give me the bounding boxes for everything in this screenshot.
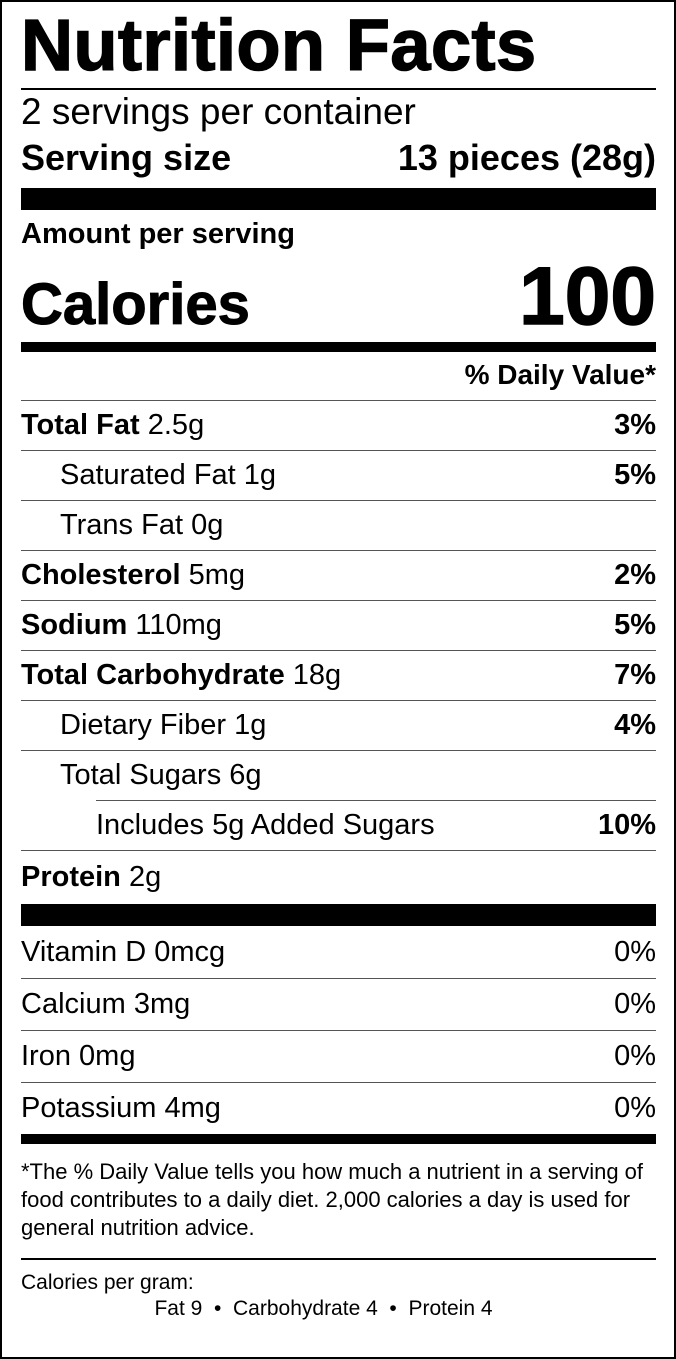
vitamin-amount: 4mg xyxy=(164,1092,221,1124)
nutrient-amount: 2.5g xyxy=(147,409,205,441)
nutrient-name: Total Fat xyxy=(21,409,140,441)
vitamin-name: Vitamin D xyxy=(21,935,147,968)
nutrient-amount: 5mg xyxy=(188,559,246,591)
calories-label: Calories xyxy=(21,272,251,337)
nutrient-dv: 2% xyxy=(614,559,656,591)
vitamins-section: Vitamin D 0mcg 0% Calcium 3mg 0% Iron 0m… xyxy=(21,926,656,1134)
nutrient-dv: 7% xyxy=(614,659,656,691)
nutrient-row-sodium: Sodium 110mg 5% xyxy=(21,600,656,650)
nutrient-amount: 2g xyxy=(128,861,162,893)
servings-per-container: 2 servings per container xyxy=(21,91,416,132)
calories-per-gram-label: Calories per gram: xyxy=(21,1271,194,1294)
nutrient-row-dietary-fiber: Dietary Fiber 1g 4% xyxy=(21,700,656,750)
nutrient-name: Dietary Fiber xyxy=(60,709,226,741)
nutrient-name: Sodium xyxy=(21,609,128,641)
vitamin-amount: 3mg xyxy=(133,988,191,1020)
nutrient-name: Includes 5g Added Sugars xyxy=(96,809,435,841)
daily-value-footnote: *The % Daily Value tells you how much a … xyxy=(21,1159,644,1240)
calories-per-gram-values: Fat 9 • Carbohydrate 4 • Protein 4 xyxy=(154,1297,493,1320)
vitamin-row-iron: Iron 0mg 0% xyxy=(21,1030,656,1082)
nutrient-name: Total Sugars xyxy=(60,759,222,791)
vitamin-row-potassium: Potassium 4mg 0% xyxy=(21,1082,656,1134)
nutrient-amount: 18g xyxy=(292,659,342,691)
nutrient-row-protein: Protein 2g xyxy=(21,850,656,904)
nutrient-name: Total Carbohydrate xyxy=(21,659,285,691)
nutrient-amount: 1g xyxy=(243,459,277,491)
nutrient-name: Saturated Fat xyxy=(60,459,236,491)
nutrient-row-total-fat: Total Fat 2.5g 3% xyxy=(21,400,656,450)
divider xyxy=(21,88,656,90)
nutrient-name: Trans Fat xyxy=(60,509,184,541)
medium-divider xyxy=(21,1134,656,1144)
nutrient-row-cholesterol: Cholesterol 5mg 2% xyxy=(21,550,656,600)
vitamin-row-calcium: Calcium 3mg 0% xyxy=(21,978,656,1030)
nutrient-amount: 6g xyxy=(229,759,262,791)
vitamin-row-vitamin-d: Vitamin D 0mcg 0% xyxy=(21,926,656,978)
vitamin-amount: 0mcg xyxy=(154,935,226,968)
nutrient-amount: 1g xyxy=(234,709,267,741)
nutrient-name: Cholesterol xyxy=(21,559,181,591)
vitamin-dv: 0% xyxy=(614,935,656,968)
nutrient-dv: 5% xyxy=(614,459,656,491)
vitamin-name: Iron xyxy=(21,1040,71,1072)
nutrient-row-trans-fat: Trans Fat 0g xyxy=(21,500,656,550)
vitamin-name: Calcium xyxy=(21,988,126,1020)
nutrient-dv: 4% xyxy=(614,709,656,741)
nutrient-row-added-sugars: Includes 5g Added Sugars 10% xyxy=(96,800,656,850)
nutrient-dv: 3% xyxy=(614,409,656,441)
divider xyxy=(21,1258,656,1260)
nutrient-dv: 5% xyxy=(614,609,656,641)
daily-value-header: % Daily Value* xyxy=(464,359,656,390)
medium-divider xyxy=(21,342,656,352)
thick-divider xyxy=(21,188,656,210)
serving-size: Serving size 13 pieces (28g) xyxy=(21,136,656,188)
calories-value: 100 xyxy=(518,251,656,342)
nutrient-row-saturated-fat: Saturated Fat 1g 5% xyxy=(21,450,656,500)
nutrient-row-total-sugars: Total Sugars 6g xyxy=(21,750,656,800)
calories-row: Calories 100 xyxy=(21,250,657,342)
nutrient-dv: 10% xyxy=(597,809,656,841)
nutrient-amount: 0g xyxy=(191,509,224,541)
vitamin-dv: 0% xyxy=(614,988,656,1020)
vitamin-dv: 0% xyxy=(614,1040,656,1072)
nutrient-amount: 110mg xyxy=(135,609,222,641)
serving-size-value: 13 pieces (28g) xyxy=(397,137,656,178)
amount-per-serving: Amount per serving xyxy=(21,218,295,250)
thick-divider xyxy=(21,904,656,926)
vitamin-amount: 0mg xyxy=(79,1040,136,1072)
vitamin-name: Potassium xyxy=(21,1092,157,1124)
nutrient-row-total-carbohydrate: Total Carbohydrate 18g 7% xyxy=(21,650,656,700)
vitamin-dv: 0% xyxy=(614,1092,656,1124)
calories-per-gram: Calories per gram: Fat 9 • Carbohydrate … xyxy=(21,1260,656,1322)
nutrient-name: Protein xyxy=(21,861,121,893)
label-title: Nutrition Facts xyxy=(20,5,537,87)
serving-size-label: Serving size xyxy=(21,137,232,178)
